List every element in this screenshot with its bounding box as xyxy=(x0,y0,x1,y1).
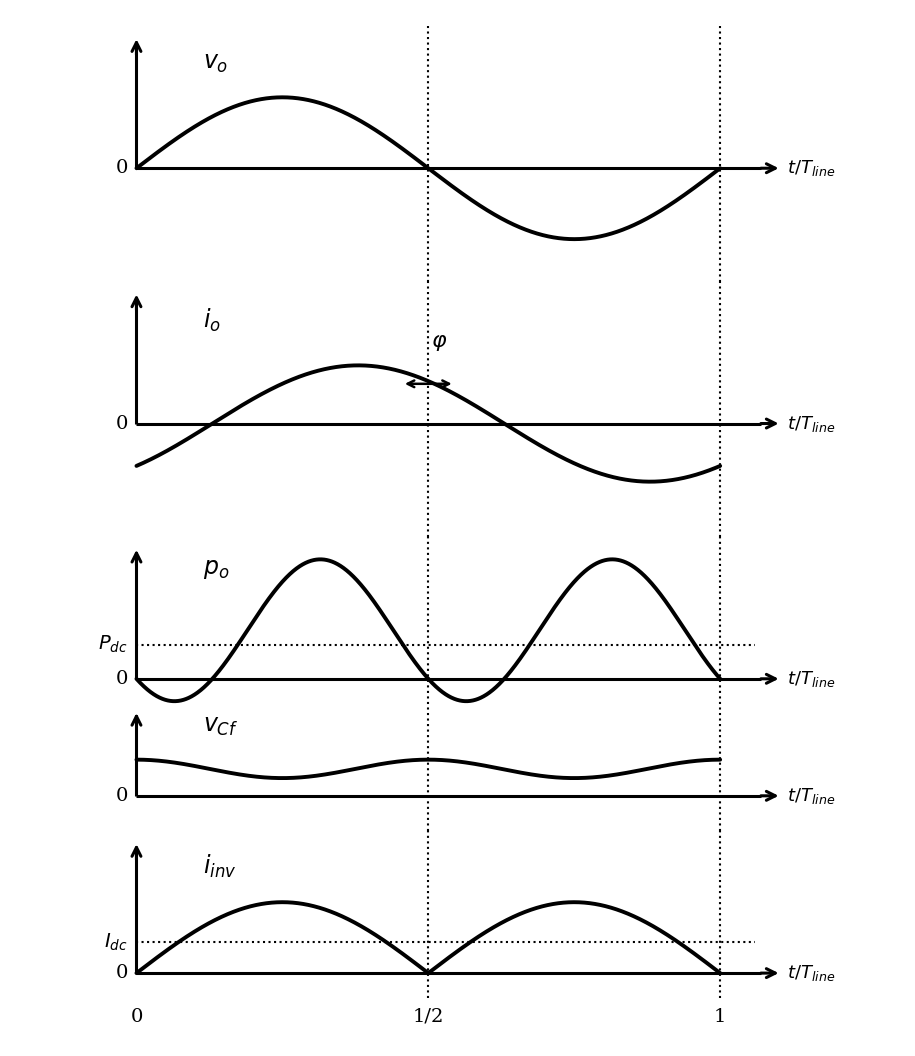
Text: $p_o$: $p_o$ xyxy=(203,559,230,581)
Text: 0: 0 xyxy=(115,159,128,177)
Text: $i_o$: $i_o$ xyxy=(203,307,221,335)
Text: 1/2: 1/2 xyxy=(413,1007,444,1026)
Text: 0: 0 xyxy=(115,415,128,433)
Text: $P_{dc}$: $P_{dc}$ xyxy=(98,634,128,656)
Text: 0: 0 xyxy=(130,1007,143,1026)
Text: $t/T_{line}$: $t/T_{line}$ xyxy=(787,963,835,983)
Text: 1: 1 xyxy=(714,1007,727,1026)
Text: 0: 0 xyxy=(115,964,128,982)
Text: $t/T_{line}$: $t/T_{line}$ xyxy=(787,786,835,806)
Text: $v_o$: $v_o$ xyxy=(203,52,229,75)
Text: $\varphi$: $\varphi$ xyxy=(431,332,447,353)
Text: $I_{dc}$: $I_{dc}$ xyxy=(104,931,128,953)
Text: $t/T_{line}$: $t/T_{line}$ xyxy=(787,158,835,178)
Text: $v_{Cf}$: $v_{Cf}$ xyxy=(203,715,239,738)
Text: 0: 0 xyxy=(115,787,128,805)
Text: 0: 0 xyxy=(115,670,128,687)
Text: $i_{inv}$: $i_{inv}$ xyxy=(203,852,237,880)
Text: $t/T_{line}$: $t/T_{line}$ xyxy=(787,414,835,434)
Text: $t/T_{line}$: $t/T_{line}$ xyxy=(787,668,835,689)
